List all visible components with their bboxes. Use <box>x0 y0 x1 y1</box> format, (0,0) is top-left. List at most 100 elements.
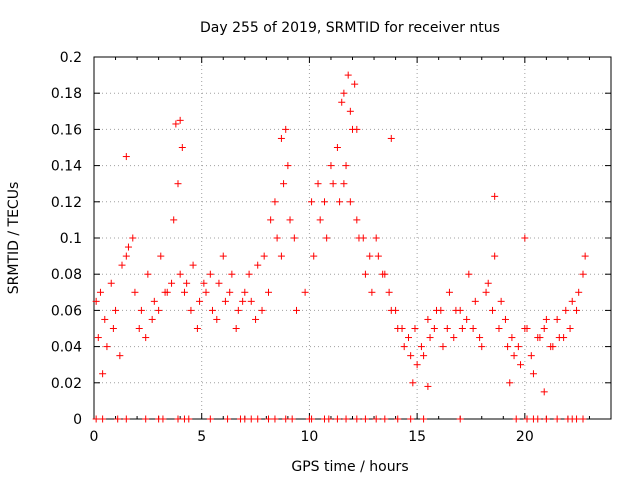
data-point <box>180 288 188 296</box>
y-tick-label: 0.2 <box>60 50 82 66</box>
data-point <box>103 343 111 351</box>
data-point <box>573 306 581 314</box>
data-point <box>424 315 432 323</box>
zero-data-point <box>122 415 130 423</box>
data-point <box>346 198 354 206</box>
x-tick-label: 5 <box>197 429 206 445</box>
data-point <box>118 261 126 269</box>
zero-data-point <box>361 415 369 423</box>
data-point <box>327 162 335 170</box>
x-tick-label: 10 <box>301 429 319 445</box>
data-point <box>112 306 120 314</box>
data-point <box>316 216 324 224</box>
data-point <box>200 279 208 287</box>
data-point <box>523 325 531 332</box>
data-point <box>247 297 255 305</box>
data-point <box>501 315 509 323</box>
zero-data-point <box>420 415 428 423</box>
data-point <box>286 216 294 224</box>
zero-data-point <box>114 415 122 423</box>
data-point <box>221 297 229 305</box>
zero-data-point <box>308 415 316 423</box>
data-point <box>336 198 344 206</box>
zero-data-point <box>288 415 296 423</box>
data-point <box>271 198 279 206</box>
y-axis-label: SRMTID / TECUs <box>6 182 22 295</box>
data-point <box>529 370 537 378</box>
data-point <box>476 334 484 342</box>
data-point <box>170 216 178 224</box>
zero-data-point <box>325 415 333 423</box>
data-point <box>407 352 415 360</box>
data-point <box>148 315 156 323</box>
zero-data-point <box>174 415 182 423</box>
data-point <box>187 306 195 314</box>
y-tick-label: 0.18 <box>51 86 82 102</box>
data-point <box>174 180 182 188</box>
data-point <box>489 306 497 314</box>
zero-data-point <box>254 415 262 423</box>
y-tick-label: 0.12 <box>51 195 82 211</box>
zero-data-point <box>206 415 214 423</box>
data-point <box>183 279 191 287</box>
zero-data-point <box>241 415 249 423</box>
data-point <box>387 306 395 314</box>
data-point <box>241 288 249 296</box>
data-point <box>215 279 223 287</box>
zero-data-point <box>573 415 581 423</box>
data-point <box>273 234 281 242</box>
zero-data-point <box>353 415 361 423</box>
data-point <box>116 352 124 360</box>
data-point <box>527 352 535 360</box>
plot-frame <box>93 56 612 420</box>
data-point <box>213 315 221 323</box>
data-point <box>553 315 561 323</box>
data-point <box>282 125 290 133</box>
zero-data-point <box>142 415 150 423</box>
data-point <box>409 379 417 387</box>
data-point <box>540 325 548 332</box>
data-point <box>99 370 107 378</box>
data-point <box>292 306 300 314</box>
data-point <box>445 288 453 296</box>
data-point <box>426 334 434 342</box>
data-point <box>129 234 137 242</box>
data-point <box>329 180 337 188</box>
data-point <box>566 325 574 332</box>
data-point <box>420 352 428 360</box>
data-point <box>172 120 180 128</box>
y-tick-label: 0.08 <box>51 267 82 283</box>
data-point <box>387 134 395 142</box>
data-point <box>155 306 163 314</box>
data-point <box>514 343 522 351</box>
data-point <box>176 116 184 124</box>
data-point <box>439 343 447 351</box>
data-point <box>433 306 441 314</box>
data-point <box>208 306 216 314</box>
data-point <box>400 343 408 351</box>
data-point <box>308 198 316 206</box>
data-point <box>344 71 352 79</box>
points-layer <box>92 71 589 423</box>
data-point <box>458 325 466 332</box>
zero-data-point <box>159 415 167 423</box>
data-point <box>228 270 236 278</box>
data-point <box>122 153 130 161</box>
data-point <box>443 325 451 332</box>
data-point <box>579 270 587 278</box>
data-point <box>277 134 285 142</box>
data-point <box>385 288 393 296</box>
data-point <box>280 180 288 188</box>
zero-data-point <box>579 415 587 423</box>
data-point <box>202 288 210 296</box>
zero-data-point <box>553 415 561 423</box>
data-point <box>301 288 309 296</box>
data-point <box>234 306 242 314</box>
data-point <box>368 288 376 296</box>
data-point <box>260 252 268 260</box>
data-point <box>193 325 201 332</box>
zero-data-point <box>92 415 100 423</box>
data-point <box>340 180 348 188</box>
data-point <box>144 270 152 278</box>
data-point <box>491 192 499 200</box>
